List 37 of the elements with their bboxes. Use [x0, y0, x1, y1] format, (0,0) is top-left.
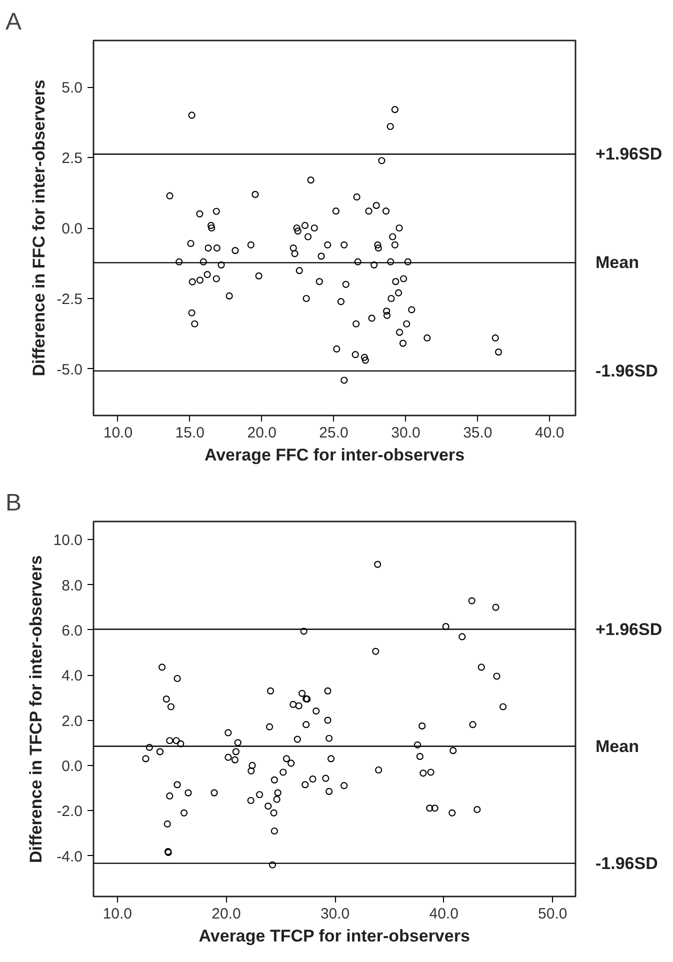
ref-line-label: Mean: [596, 253, 639, 272]
ref-line-label: -1.96SD: [596, 854, 658, 873]
ref-line-label: +1.96SD: [596, 144, 662, 164]
y-tick-label: 6.0: [62, 622, 83, 640]
x-tick-label: 40.0: [535, 424, 564, 442]
y-axis-title: Difference in FFC for inter-observers: [30, 80, 49, 376]
x-tick-label: 10.0: [102, 906, 132, 922]
y-tick-label: -2.5: [56, 290, 83, 308]
x-tick-label: 25.0: [319, 424, 348, 442]
y-tick-label: -5.0: [56, 361, 83, 378]
x-tick-label: 10.0: [103, 424, 133, 442]
x-tick-label: 30.0: [320, 906, 350, 922]
x-tick-label: 40.0: [429, 906, 458, 922]
y-tick-label: 0.0: [62, 220, 83, 238]
y-tick-label: 5.0: [62, 80, 83, 97]
x-tick-label: 50.0: [538, 906, 568, 922]
y-tick-label: 8.0: [62, 577, 83, 594]
y-axis-title: Difference in TFCP for inter-observers: [26, 555, 46, 863]
y-tick-label: 4.0: [62, 668, 83, 685]
y-tick-label: 2.0: [62, 712, 83, 730]
y-tick-label: 0.0: [62, 758, 83, 775]
y-tick-label: -4.0: [56, 848, 83, 866]
x-tick-label: 35.0: [463, 424, 492, 442]
x-axis-title: Average TFCP for inter-observers: [198, 926, 470, 946]
ref-line-label: +1.96SD: [596, 620, 662, 639]
ref-line-label: Mean: [596, 736, 639, 756]
chart-title: B: [6, 490, 22, 516]
y-tick-label: 2.5: [62, 150, 83, 168]
x-tick-label: 30.0: [391, 424, 420, 442]
x-tick-label: 20.0: [212, 906, 241, 922]
y-tick-label: -2.0: [56, 803, 83, 820]
ref-line-label: -1.96SD: [596, 361, 658, 380]
x-tick-label: 15.0: [175, 424, 205, 442]
x-axis-title: Average FFC for inter-observers: [204, 446, 465, 464]
x-tick-label: 20.0: [247, 424, 276, 442]
chart-title: A: [6, 8, 22, 36]
y-tick-label: 10.0: [53, 532, 83, 550]
